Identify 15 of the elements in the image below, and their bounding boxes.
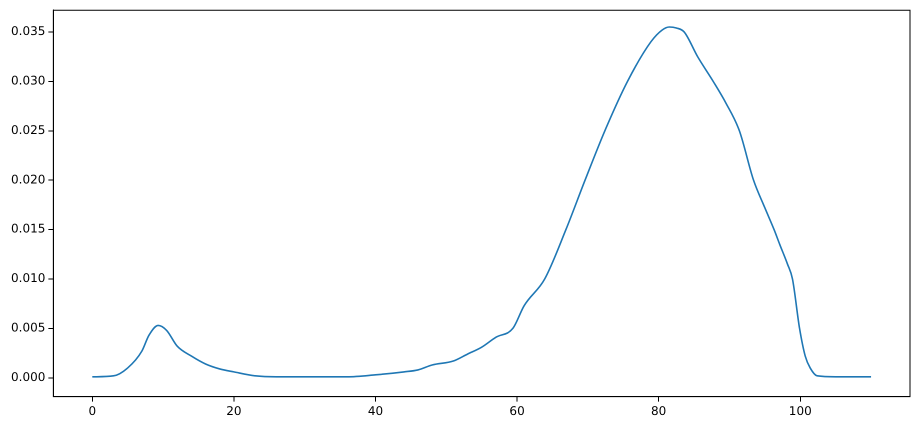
- y-tick-label: 0.015: [10, 222, 46, 236]
- y-tick-label: 0.020: [10, 172, 46, 186]
- x-tick-label: 80: [651, 404, 666, 418]
- line-series: [91, 26, 872, 378]
- x-tick-label: 100: [788, 404, 812, 418]
- y-tick-label: 0.000: [10, 370, 46, 384]
- y-tick-label: 0.005: [10, 320, 46, 335]
- x-tick-label: 20: [226, 404, 242, 418]
- x-tick-label: 0: [88, 404, 96, 418]
- x-tick-label: 60: [509, 404, 525, 418]
- y-tick-label: 0.030: [10, 73, 46, 88]
- y-tick-label: 0.010: [10, 271, 46, 286]
- y-tick-label: 0.025: [10, 122, 46, 137]
- y-tick-label: 0.035: [10, 24, 46, 38]
- x-tick-label: 40: [368, 404, 384, 418]
